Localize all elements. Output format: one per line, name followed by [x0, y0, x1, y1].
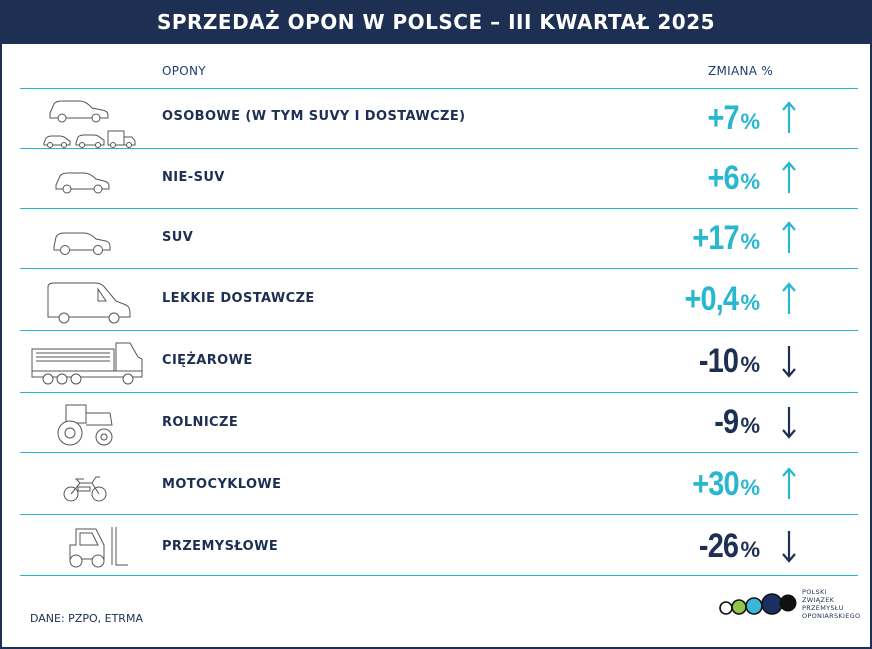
van-icon — [44, 279, 132, 329]
arrow-up-icon — [782, 467, 796, 505]
change-value: +7% — [702, 99, 760, 138]
change-number: +6 — [707, 159, 739, 197]
table-row: OSOBOWE (W TYM SUVY I DOSTAWCZE) +7% — [20, 88, 858, 149]
table-row: PRZEMYSŁOWE -26% — [20, 514, 858, 576]
table-row: NIE-SUV +6% — [20, 148, 858, 209]
row-label: ROLNICZE — [162, 415, 239, 430]
arrow-up-icon — [782, 101, 796, 139]
arrow-down-icon — [782, 344, 796, 382]
change-number: +7 — [707, 99, 739, 137]
percent-sign: % — [740, 109, 760, 134]
row-label: PRZEMYSŁOWE — [162, 539, 279, 554]
table-row: LEKKIE DOSTAWCZE +0,4% — [20, 268, 858, 331]
percent-sign: % — [740, 290, 760, 315]
divider — [20, 575, 858, 576]
change-value: +30% — [684, 465, 760, 504]
arrow-down-icon — [782, 529, 796, 567]
percent-sign: % — [740, 229, 760, 254]
percent-sign: % — [740, 537, 760, 562]
change-value: -9% — [710, 403, 760, 442]
change-value: +17% — [684, 219, 760, 258]
change-number: +0,4 — [684, 280, 740, 318]
truck-icon — [30, 339, 146, 391]
change-number: -10 — [699, 342, 739, 380]
row-label: OSOBOWE (W TYM SUVY I DOSTAWCZE) — [162, 109, 466, 124]
percent-sign: % — [740, 352, 760, 377]
change-value: +0,4% — [675, 280, 760, 319]
percent-sign: % — [740, 413, 760, 438]
table-row: SUV +17% — [20, 208, 858, 269]
row-label: NIE-SUV — [162, 170, 225, 185]
logo-text: POLSKI ZWIĄZEK PRZEMYSŁU OPONIARSKIEGO — [802, 588, 860, 620]
arrow-up-icon — [782, 282, 796, 320]
change-number: -26 — [699, 527, 739, 565]
page-title: SPRZEDAŻ OPON W POLSCE – III KWARTAŁ 202… — [156, 10, 716, 34]
pzpo-logo: POLSKI ZWIĄZEK PRZEMYSŁU OPONIARSKIEGO — [718, 588, 860, 620]
logo-circles-icon — [719, 593, 797, 615]
source-note: DANE: PZPO, ETRMA — [30, 612, 143, 625]
logo-line: OPONIARSKIEGO — [802, 612, 861, 620]
column-header-change: ZMIANA % — [708, 64, 774, 78]
suv-car-icon — [50, 227, 114, 261]
row-label: MOTOCYKLOWE — [162, 477, 282, 492]
logo-line: POLSKI — [802, 588, 827, 596]
row-label: CIĘŻAROWE — [162, 353, 253, 368]
column-header-tires: OPONY — [162, 64, 206, 78]
hatchback-car-icon — [52, 167, 112, 199]
change-number: +17 — [691, 219, 739, 257]
title-banner: SPRZEDAŻ OPON W POLSCE – III KWARTAŁ 202… — [0, 0, 872, 44]
logo-line: PRZEMYSŁU — [802, 604, 844, 612]
table-row: MOTOCYKLOWE +30% — [20, 452, 858, 515]
arrow-up-icon — [782, 221, 796, 259]
table-row: ROLNICZE -9% — [20, 392, 858, 453]
tractor-icon — [54, 399, 116, 451]
motorcycle-icon — [62, 473, 108, 507]
percent-sign: % — [740, 475, 760, 500]
table-row: CIĘŻAROWE -10% — [20, 330, 858, 393]
change-value: +6% — [702, 159, 760, 198]
percent-sign: % — [740, 169, 760, 194]
passenger-cars-group-icon — [42, 93, 142, 153]
change-value: -10% — [692, 342, 760, 381]
forklift-icon — [56, 525, 130, 573]
logo-line: ZWIĄZEK — [802, 596, 835, 604]
arrow-down-icon — [782, 405, 796, 443]
change-number: -9 — [714, 403, 739, 441]
change-number: +30 — [691, 465, 739, 503]
row-label: LEKKIE DOSTAWCZE — [162, 291, 315, 306]
change-value: -26% — [692, 527, 760, 566]
row-label: SUV — [162, 230, 194, 245]
arrow-up-icon — [782, 161, 796, 199]
